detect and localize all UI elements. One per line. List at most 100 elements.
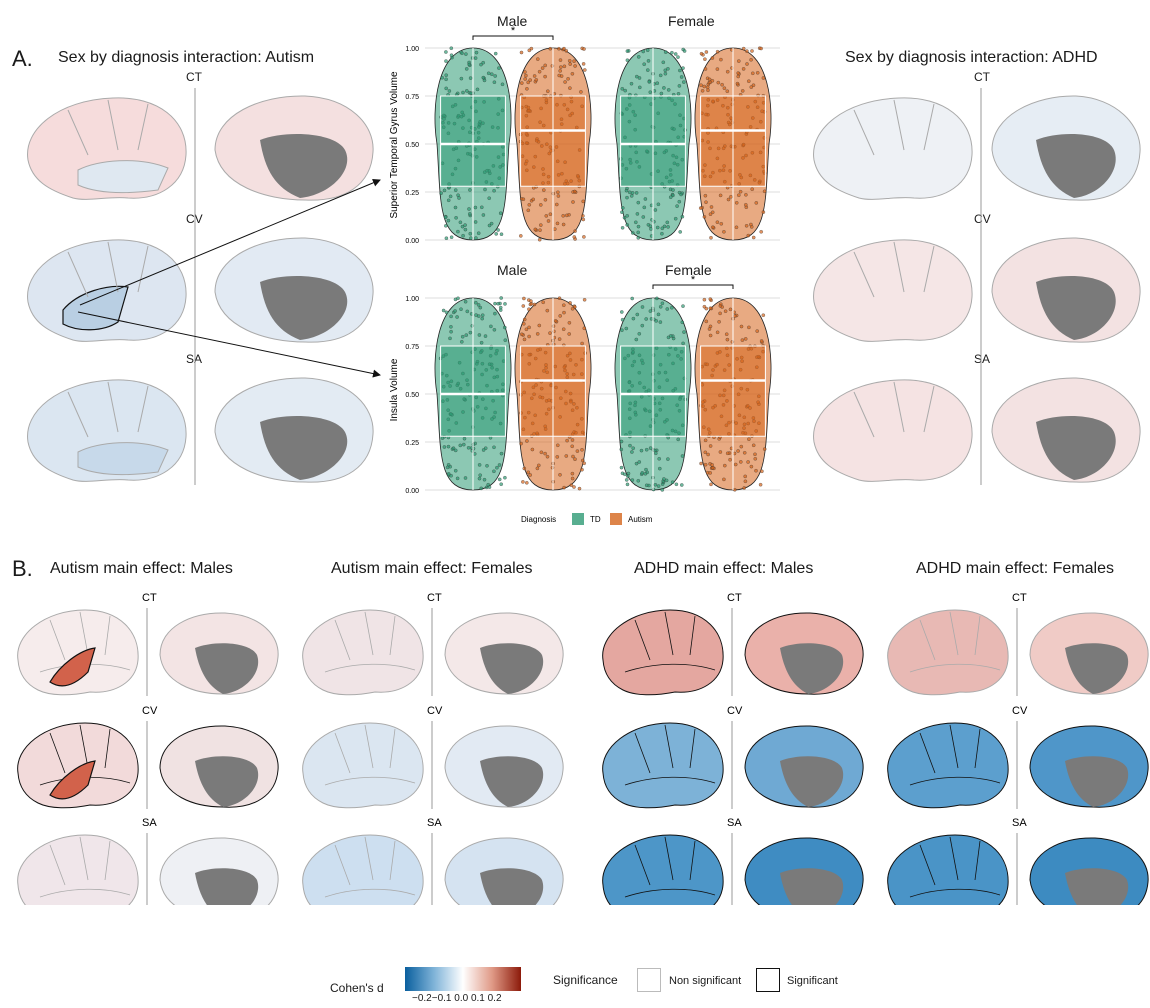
data-point	[619, 447, 624, 452]
ylabel-insula: Insula Volume	[389, 358, 400, 421]
data-point	[570, 438, 575, 442]
data-point	[453, 309, 457, 313]
data-point	[468, 212, 472, 216]
data-point	[577, 486, 582, 491]
data-point	[625, 482, 630, 487]
data-point	[717, 320, 721, 324]
row-label-cv-adhd: CV	[974, 212, 991, 226]
data-point	[750, 49, 754, 53]
data-point	[724, 332, 729, 336]
data-point	[461, 90, 465, 95]
data-point	[655, 296, 659, 301]
brain-medial-sa	[214, 377, 374, 483]
data-point	[492, 188, 496, 193]
panel-b-title-4: ADHD main effect: Females	[916, 560, 1114, 577]
brain-lateral-view	[602, 834, 724, 921]
data-point	[498, 305, 503, 310]
data-point	[704, 50, 709, 54]
ytick-label: 1.00	[405, 46, 419, 53]
brain-lateral-sa	[27, 379, 187, 482]
facet-label-female-top: Female	[668, 13, 715, 29]
data-point	[460, 340, 464, 344]
data-point	[581, 199, 585, 204]
data-point	[493, 74, 497, 78]
data-point	[444, 310, 449, 315]
data-point	[480, 316, 484, 321]
data-point	[642, 205, 647, 210]
data-point	[636, 236, 641, 240]
data-point	[668, 195, 673, 199]
data-point	[443, 215, 448, 219]
data-point	[548, 212, 553, 216]
data-point	[467, 207, 471, 211]
data-point	[481, 60, 485, 65]
data-point	[708, 471, 712, 475]
data-point	[482, 477, 487, 482]
data-point	[642, 62, 646, 66]
brain-lateral-view	[302, 609, 424, 696]
brain-medial-wall	[780, 868, 844, 919]
data-point	[706, 88, 710, 93]
adhd-medial-ct	[991, 95, 1141, 201]
data-point	[680, 214, 685, 219]
data-point	[532, 302, 537, 307]
data-point	[665, 220, 670, 225]
data-point	[628, 443, 632, 448]
data-point	[728, 307, 733, 312]
data-point	[472, 452, 477, 456]
data-point	[654, 451, 658, 456]
row-label-ct-adhd: CT	[974, 70, 990, 84]
non-significant-label: Non significant	[669, 975, 742, 987]
data-point	[680, 320, 685, 325]
data-point	[565, 438, 569, 443]
data-point	[643, 197, 648, 201]
data-point	[542, 188, 546, 192]
data-point	[719, 222, 724, 226]
data-point	[476, 231, 481, 235]
data-point	[742, 486, 746, 490]
adhd-brain-maps	[813, 88, 1141, 485]
data-point	[733, 314, 737, 318]
ytick-label: 0.50	[405, 142, 419, 149]
data-point	[625, 195, 629, 200]
data-point	[705, 85, 710, 90]
data-point	[474, 50, 479, 55]
brain-medial-wall	[195, 868, 259, 919]
data-point	[493, 301, 497, 306]
data-point	[468, 188, 472, 192]
data-point	[570, 444, 574, 449]
data-point	[640, 305, 645, 309]
data-point	[660, 231, 664, 236]
data-point	[449, 329, 453, 334]
row-label-ct: CT	[186, 70, 202, 84]
panel-b-row-label: SA	[727, 817, 742, 829]
data-point	[658, 305, 663, 309]
data-point	[468, 330, 473, 335]
data-point	[622, 215, 627, 220]
data-point	[503, 302, 507, 306]
data-point	[537, 69, 542, 74]
data-point	[676, 55, 680, 59]
data-point	[446, 472, 451, 476]
data-point	[545, 454, 550, 459]
data-point	[625, 58, 630, 62]
data-point	[496, 228, 500, 232]
data-point	[653, 208, 658, 212]
data-point	[490, 72, 494, 76]
data-point	[648, 224, 653, 228]
data-point	[710, 56, 715, 60]
data-point	[444, 77, 448, 82]
data-point	[444, 236, 449, 240]
data-point	[682, 49, 687, 53]
data-point	[562, 46, 566, 51]
data-point	[499, 232, 504, 236]
panel-b-row-label: CV	[1012, 705, 1028, 717]
data-point	[557, 296, 562, 300]
brain-sulci	[909, 836, 1001, 898]
data-point	[718, 193, 723, 198]
data-point	[718, 450, 723, 454]
data-point	[463, 299, 468, 304]
violin-plots: Male Female Male Female Superior Tempora…	[385, 10, 785, 525]
data-point	[644, 447, 649, 452]
data-point	[545, 308, 550, 313]
